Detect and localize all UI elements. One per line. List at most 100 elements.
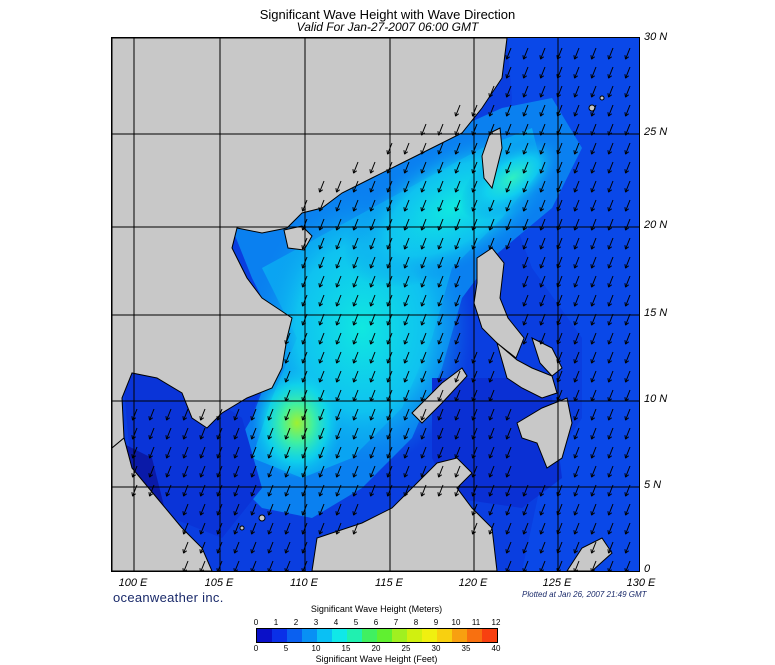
wave-arrow <box>573 142 580 155</box>
wave-arrow <box>522 47 529 60</box>
wave-arrow <box>624 408 631 421</box>
wave-arrow <box>301 503 308 516</box>
wave-arrow <box>199 484 206 497</box>
wave-arrow <box>437 408 444 421</box>
wave-arrow <box>352 370 359 383</box>
wave-arrow <box>182 484 189 497</box>
wave-arrow <box>386 294 393 307</box>
wave-arrow <box>403 142 410 155</box>
wave-arrow <box>573 123 580 136</box>
wave-arrow <box>471 446 478 459</box>
wave-arrow <box>488 104 495 117</box>
feet-tick-label: 25 <box>401 644 411 653</box>
wave-arrow <box>573 104 580 117</box>
wave-arrow <box>284 484 291 497</box>
wave-arrow <box>522 522 529 535</box>
wave-arrow <box>539 541 546 554</box>
wave-map[interactable] <box>111 37 640 572</box>
wave-arrow <box>454 180 461 193</box>
wave-arrow <box>488 199 495 212</box>
wave-arrow <box>233 465 240 478</box>
lon-label-110e: 110 E <box>290 577 318 589</box>
wave-arrow <box>386 332 393 345</box>
wave-arrow <box>403 294 410 307</box>
wave-arrow <box>386 427 393 440</box>
wave-arrow <box>471 161 478 174</box>
wave-arrow <box>420 218 427 231</box>
wave-arrow <box>335 503 342 516</box>
wave-arrow <box>573 161 580 174</box>
wave-arrow <box>471 123 478 136</box>
wave-arrow <box>182 560 189 571</box>
wave-arrow <box>301 389 308 402</box>
wave-arrow <box>505 199 512 212</box>
wave-arrow <box>437 237 444 250</box>
wave-arrow <box>624 332 631 345</box>
wave-arrow <box>437 332 444 345</box>
wave-arrow <box>573 522 580 535</box>
wave-arrow <box>369 294 376 307</box>
wave-arrow <box>267 427 274 440</box>
wave-arrow <box>522 85 529 98</box>
wave-arrow <box>131 465 138 478</box>
wave-arrow <box>607 85 614 98</box>
meter-tick-label: 4 <box>333 618 339 627</box>
wave-arrow <box>284 465 291 478</box>
wave-arrow <box>403 389 410 402</box>
wave-arrow <box>301 370 308 383</box>
wave-arrow <box>454 351 461 364</box>
chart-title: Significant Wave Height with Wave Direct… <box>259 7 516 22</box>
wave-arrow <box>454 332 461 345</box>
wave-arrow <box>624 522 631 535</box>
wave-arrow <box>607 332 614 345</box>
lon-label-120e: 120 E <box>458 577 488 589</box>
plotted-timestamp: Plotted at Jan 26, 2007 21:49 GMT <box>522 590 647 599</box>
wave-arrow <box>505 218 512 231</box>
wave-arrow <box>369 351 376 364</box>
wave-arrow <box>284 446 291 459</box>
wave-arrow <box>420 161 427 174</box>
lat-label-10n: 10 N <box>644 393 668 405</box>
wave-arrow <box>301 332 308 345</box>
wave-arrow <box>539 237 546 250</box>
wave-arrow <box>556 332 563 345</box>
wave-arrow <box>556 484 563 497</box>
wave-arrow <box>624 237 631 250</box>
wave-arrow <box>369 161 376 174</box>
wave-arrow <box>403 332 410 345</box>
wave-arrow <box>454 275 461 288</box>
wave-arrow <box>386 256 393 269</box>
wave-arrow <box>573 275 580 288</box>
wave-arrow <box>556 237 563 250</box>
wave-arrow <box>624 370 631 383</box>
scale-swatch <box>287 629 302 642</box>
wave-arrow <box>301 522 308 535</box>
wave-arrow <box>420 275 427 288</box>
wave-arrow <box>607 256 614 269</box>
wave-arrow <box>318 313 325 326</box>
wave-arrow <box>624 313 631 326</box>
wave-arrow <box>573 408 580 421</box>
wave-arrow <box>590 332 597 345</box>
wave-arrow <box>539 256 546 269</box>
wave-arrow <box>624 351 631 364</box>
wave-arrow <box>233 427 240 440</box>
wave-arrow <box>301 218 308 231</box>
scale-swatch <box>452 629 467 642</box>
wave-arrow <box>573 237 580 250</box>
wave-arrow <box>607 389 614 402</box>
wave-arrow <box>216 503 223 516</box>
wave-arrow <box>318 522 325 535</box>
wave-arrow <box>556 104 563 117</box>
wave-arrow <box>505 446 512 459</box>
wave-arrow <box>539 104 546 117</box>
wave-arrow <box>182 503 189 516</box>
wave-arrow <box>607 484 614 497</box>
wave-arrow <box>131 408 138 421</box>
wave-arrow <box>250 484 257 497</box>
wave-arrow <box>556 161 563 174</box>
wave-arrow <box>318 427 325 440</box>
wave-arrow <box>539 161 546 174</box>
wave-arrow <box>318 218 325 231</box>
feet-tick-label: 20 <box>371 644 381 653</box>
